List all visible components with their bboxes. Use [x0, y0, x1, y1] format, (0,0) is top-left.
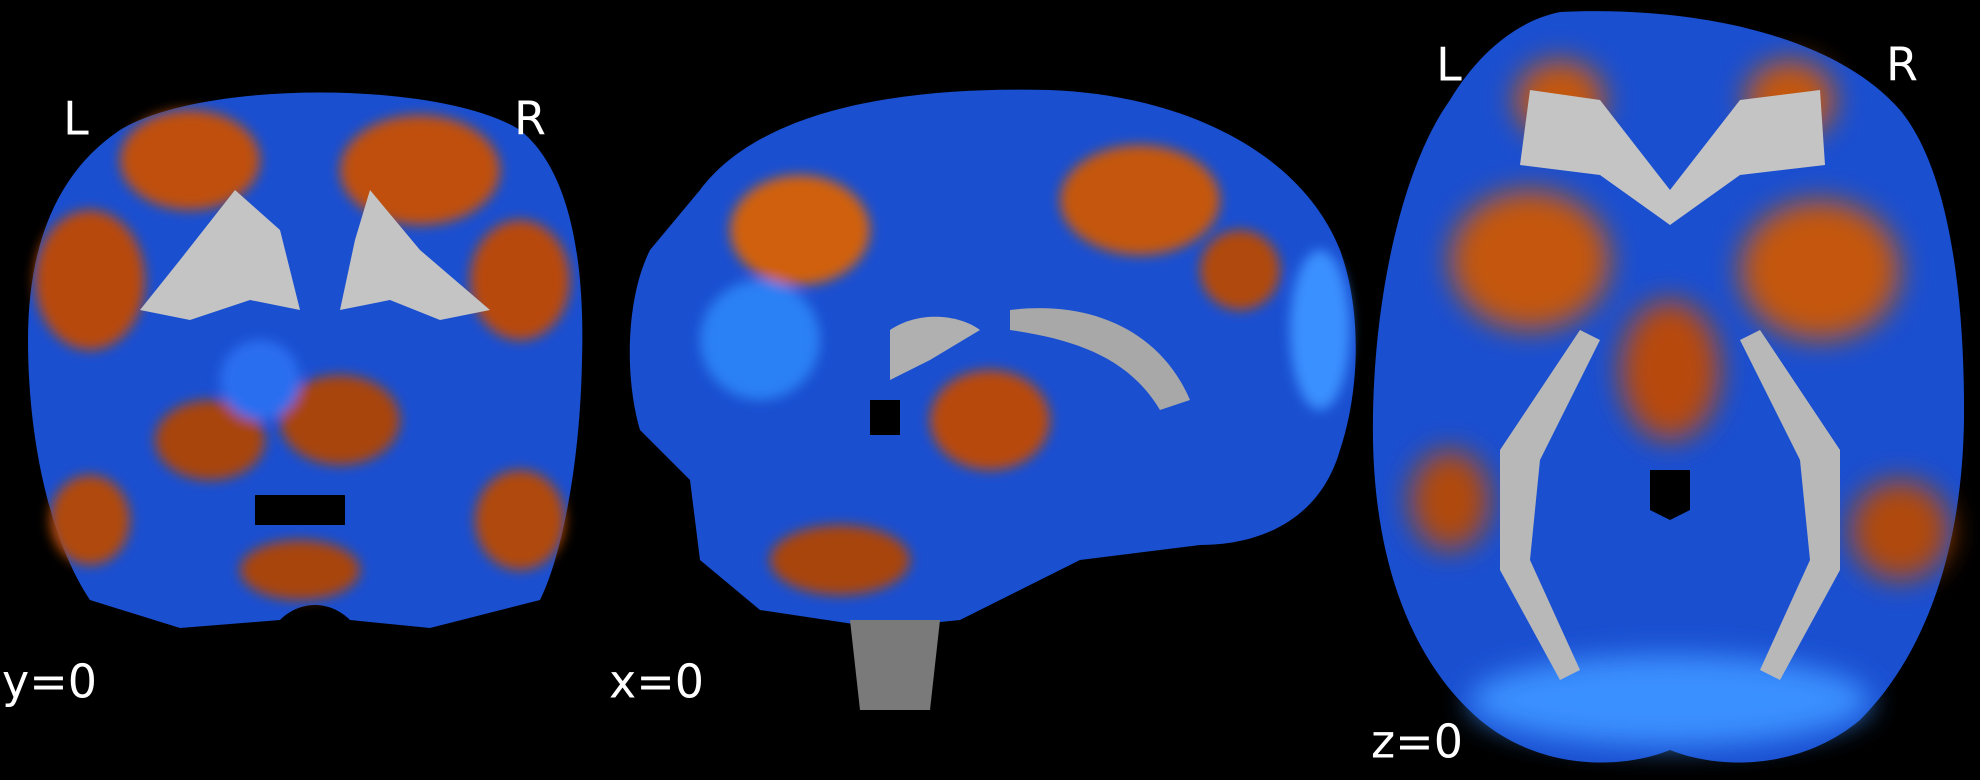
cut-label: y=0 [2, 655, 97, 709]
cut-label: x=0 [609, 655, 704, 709]
orientation-label: R [1886, 38, 1918, 92]
orientation-label: R [514, 92, 546, 146]
sagittal-slice [629, 89, 1356, 710]
coronal-slice [28, 92, 583, 628]
orientation-label: L [1436, 38, 1462, 92]
cut-label: z=0 [1371, 715, 1463, 769]
orientation-label: L [63, 92, 89, 146]
axial-slice [1372, 11, 1965, 763]
